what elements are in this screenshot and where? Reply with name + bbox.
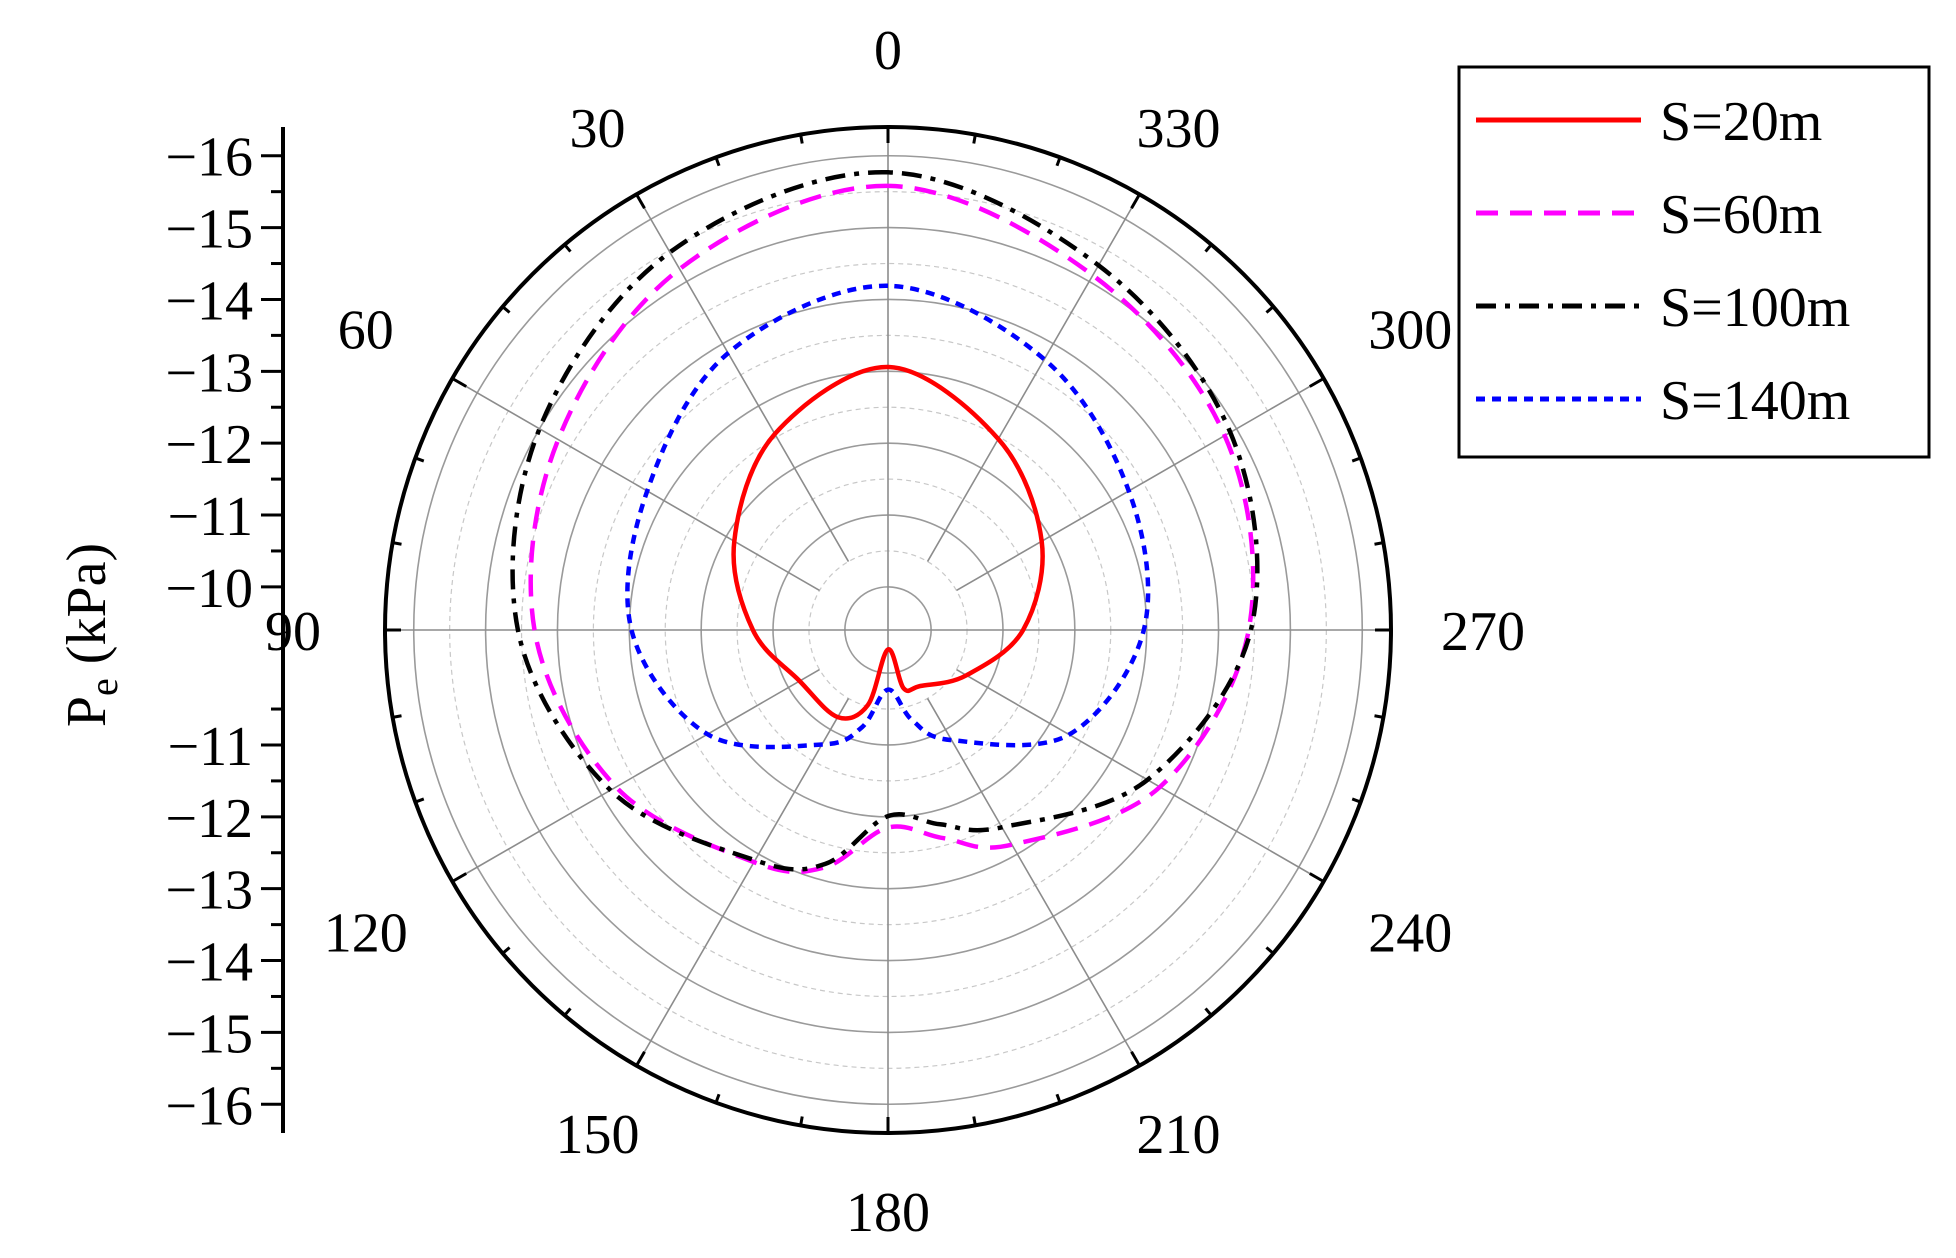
grid-spoke [956, 668, 1325, 883]
grid-spoke [926, 193, 1141, 562]
angular-tick [635, 1051, 646, 1067]
radial-tick-label: −10 [165, 558, 253, 620]
angular-tick [414, 456, 425, 463]
series-line-s-60m [528, 183, 1256, 875]
angular-tick [714, 156, 721, 167]
angular-tick [563, 243, 572, 253]
angular-tick [972, 1116, 977, 1126]
y-axis-title: Pe (kPa) [56, 543, 126, 727]
legend: S=20m S=60m S=100m S=140m [1457, 65, 1931, 459]
angular-tick [1374, 541, 1384, 546]
angular-tick [1055, 156, 1062, 167]
series-line-s-140m [625, 283, 1151, 750]
angular-tick [799, 134, 804, 144]
radial-tick-label: −15 [165, 1003, 253, 1065]
angular-tick [501, 946, 511, 955]
angular-tick [392, 714, 402, 719]
angle-label-270: 270 [1441, 601, 1525, 663]
angular-tick [1309, 872, 1325, 883]
angular-tick [451, 872, 467, 883]
angle-label-150: 150 [556, 1104, 640, 1166]
series-line-s-20m [731, 364, 1045, 721]
angular-tick [635, 193, 646, 209]
angular-tick [392, 541, 402, 546]
angular-tick [1351, 797, 1362, 804]
angular-tick [714, 1093, 721, 1104]
angular-tick [1309, 377, 1325, 388]
angular-tick [1351, 456, 1362, 463]
radial-tick-label: −12 [165, 414, 253, 476]
radial-tick-label: −14 [165, 932, 253, 994]
radial-tick-label: −14 [165, 271, 253, 333]
angular-tick [1204, 243, 1213, 253]
radial-tick-label: −13 [165, 342, 253, 404]
grid-spoke [956, 377, 1325, 592]
series-line-s-100m [510, 170, 1260, 872]
polar-spokes [385, 127, 1391, 1133]
angular-tick [1374, 714, 1384, 719]
angular-tick-labels: 0 30 60 90 120 150 180 210 240 270 300 330 [265, 20, 1525, 1244]
angle-label-180: 180 [846, 1182, 930, 1244]
angular-tick [1055, 1093, 1062, 1104]
grid-spoke [635, 698, 850, 1067]
angle-label-30: 30 [570, 98, 626, 160]
radial-tick-label: −11 [167, 716, 253, 778]
angular-tick [1265, 305, 1275, 314]
legend-box [1457, 65, 1931, 459]
grid-spoke [451, 377, 820, 592]
angular-tick-marks [385, 127, 1391, 1133]
radial-tick-label: −16 [165, 127, 253, 189]
series-layer [510, 170, 1260, 875]
legend-label: S=100m [1660, 277, 1850, 339]
legend-label: S=20m [1660, 91, 1822, 153]
angle-label-120: 120 [324, 903, 408, 965]
grid-spoke [451, 668, 820, 883]
radial-axis: −16 −15 −14 −13 −12 −11 −10 −11 −12 −13 −14 −15 −16 [165, 127, 285, 1137]
angular-tick [501, 305, 511, 314]
radial-tick-label: −16 [165, 1075, 253, 1137]
radial-tick-label: −11 [167, 486, 253, 548]
angular-tick [972, 134, 977, 144]
angular-tick [451, 377, 467, 388]
radial-tick-label: −13 [165, 860, 253, 922]
angle-label-60: 60 [338, 300, 394, 362]
angular-tick [563, 1007, 572, 1017]
angle-label-240: 240 [1368, 903, 1452, 965]
angular-tick [1265, 946, 1275, 955]
radial-tick-label: −15 [165, 199, 253, 261]
angle-label-210: 210 [1137, 1104, 1221, 1166]
angular-tick [1130, 193, 1141, 209]
legend-label: S=140m [1660, 370, 1850, 432]
angular-tick [1130, 1051, 1141, 1067]
legend-label: S=60m [1660, 184, 1822, 246]
angular-tick [1204, 1007, 1213, 1017]
angle-label-330: 330 [1137, 98, 1221, 160]
angle-label-300: 300 [1368, 300, 1452, 362]
angular-tick [414, 797, 425, 804]
grid-spoke [635, 193, 850, 562]
radial-tick-label: −12 [165, 788, 253, 850]
angular-tick [799, 1116, 804, 1126]
angle-label-0: 0 [874, 20, 902, 82]
grid-spoke [926, 698, 1141, 1067]
angle-label-90: 90 [265, 601, 321, 663]
